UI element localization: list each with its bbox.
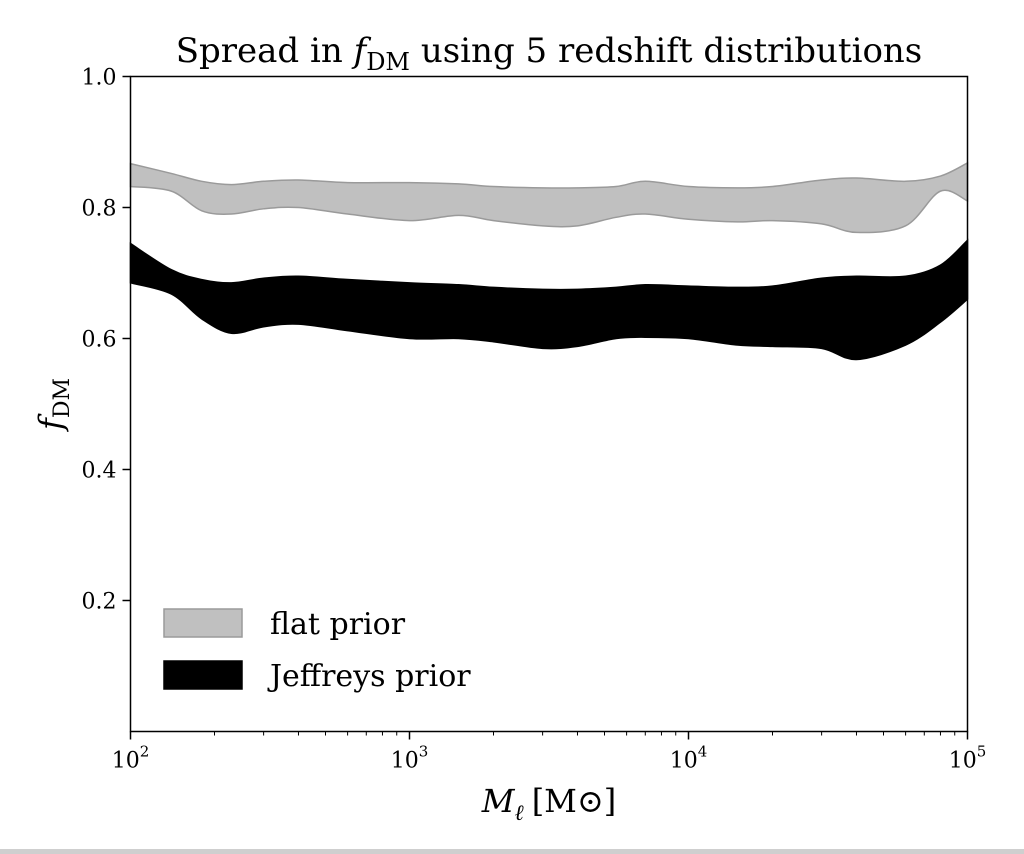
x-tick-label: 105 (949, 743, 987, 774)
y-axis-ticks: 0.2 0.4 0.6 0.8 1.0 (82, 66, 131, 615)
bottom-divider (0, 849, 1024, 854)
y-tick-label: 0.2 (82, 590, 117, 615)
x-tick-label: 102 (112, 743, 150, 774)
x-tick-label: 104 (670, 743, 708, 774)
legend-label: Jeffreys prior (267, 659, 471, 694)
y-tick-label: 0.4 (82, 459, 117, 484)
y-tick-label: 1.0 (82, 66, 117, 91)
x-tick-label: 103 (391, 743, 429, 774)
legend-swatch (163, 660, 243, 690)
x-axis-ticks: 102 103 104 105 (112, 731, 987, 774)
plot-frame (129, 75, 969, 733)
band-jeffreys-prior (129, 238, 969, 361)
legend-swatch (163, 608, 243, 638)
legend: flat prior Jeffreys prior (163, 607, 471, 694)
y-tick-label: 0.8 (82, 197, 117, 222)
y-axis-label: fDM (32, 378, 75, 432)
legend-label: flat prior (270, 607, 406, 642)
band-flat-prior (129, 161, 969, 234)
chart-title: Spread in fDM using 5 redshift distribut… (176, 31, 923, 76)
series-layer (129, 161, 969, 361)
y-tick-label: 0.6 (82, 328, 117, 353)
x-axis-label: Mℓ [M⊙] (481, 782, 616, 826)
